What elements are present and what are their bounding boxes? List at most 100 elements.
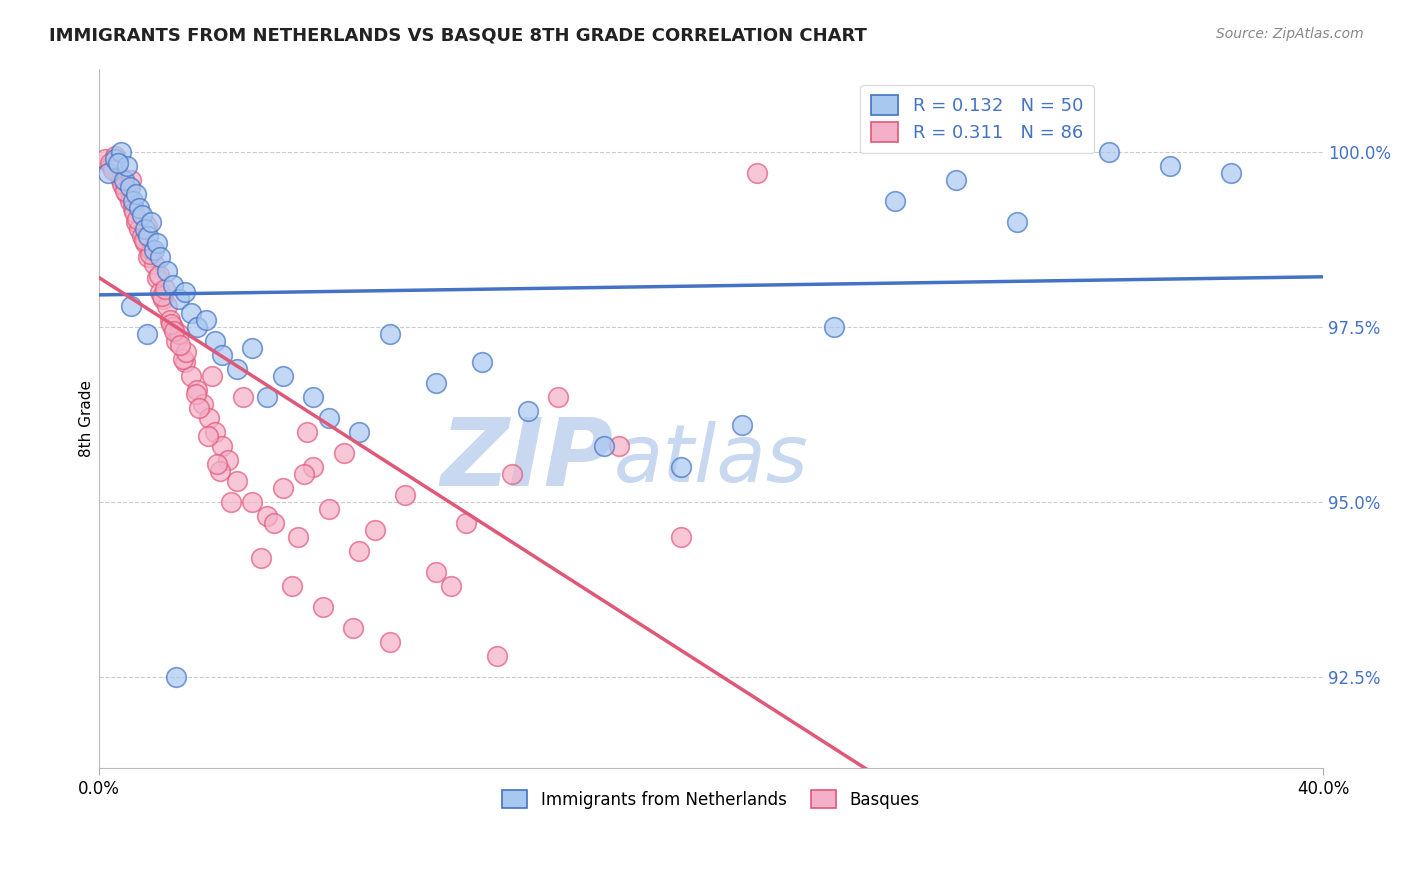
Point bbox=[172, 351, 194, 366]
Point bbox=[287, 530, 309, 544]
Point bbox=[211, 348, 233, 362]
Point bbox=[425, 376, 447, 391]
Point bbox=[173, 285, 195, 300]
Point bbox=[100, 160, 122, 174]
Point bbox=[107, 156, 129, 170]
Point bbox=[256, 390, 278, 404]
Point bbox=[149, 285, 172, 300]
Point bbox=[186, 320, 208, 334]
Point bbox=[263, 516, 285, 530]
Point bbox=[1005, 215, 1028, 229]
Point bbox=[141, 215, 163, 229]
Point bbox=[149, 251, 172, 265]
Point bbox=[115, 187, 138, 202]
Point bbox=[103, 149, 125, 163]
Point bbox=[118, 194, 141, 209]
Point bbox=[225, 362, 247, 376]
Point bbox=[593, 439, 616, 453]
Text: Source: ZipAtlas.com: Source: ZipAtlas.com bbox=[1216, 27, 1364, 41]
Point bbox=[311, 600, 333, 615]
Point bbox=[731, 418, 754, 433]
Point bbox=[205, 457, 228, 471]
Point bbox=[250, 551, 273, 566]
Point bbox=[136, 229, 159, 244]
Point bbox=[292, 467, 315, 482]
Y-axis label: 8th Grade: 8th Grade bbox=[79, 380, 94, 457]
Text: IMMIGRANTS FROM NETHERLANDS VS BASQUE 8TH GRADE CORRELATION CHART: IMMIGRANTS FROM NETHERLANDS VS BASQUE 8T… bbox=[49, 27, 868, 45]
Point bbox=[318, 411, 340, 425]
Point bbox=[1159, 160, 1181, 174]
Point bbox=[121, 194, 143, 209]
Point bbox=[131, 208, 153, 222]
Point bbox=[165, 670, 187, 684]
Point bbox=[240, 495, 263, 509]
Point bbox=[342, 621, 364, 635]
Point bbox=[163, 324, 186, 338]
Point bbox=[167, 293, 190, 307]
Point bbox=[131, 229, 153, 244]
Point bbox=[143, 257, 166, 271]
Point bbox=[349, 544, 371, 558]
Point bbox=[219, 495, 242, 509]
Point bbox=[232, 390, 254, 404]
Point bbox=[128, 222, 150, 236]
Point bbox=[440, 579, 463, 593]
Point bbox=[1098, 145, 1121, 160]
Point bbox=[125, 215, 148, 229]
Point bbox=[471, 355, 494, 369]
Point bbox=[128, 202, 150, 216]
Point bbox=[609, 439, 631, 453]
Point bbox=[271, 481, 294, 495]
Point bbox=[302, 390, 325, 404]
Point bbox=[394, 488, 416, 502]
Point bbox=[256, 509, 278, 524]
Point bbox=[271, 369, 294, 384]
Point bbox=[135, 219, 157, 233]
Point bbox=[378, 327, 401, 342]
Point bbox=[281, 579, 304, 593]
Point bbox=[146, 236, 169, 251]
Point bbox=[184, 386, 207, 401]
Point bbox=[107, 166, 129, 180]
Point bbox=[135, 327, 157, 342]
Point bbox=[98, 156, 121, 170]
Point bbox=[945, 173, 967, 187]
Point bbox=[112, 173, 135, 187]
Point bbox=[125, 187, 148, 202]
Point bbox=[155, 299, 177, 313]
Point bbox=[302, 460, 325, 475]
Point bbox=[111, 177, 134, 191]
Point bbox=[118, 180, 141, 194]
Point bbox=[378, 635, 401, 649]
Point bbox=[195, 313, 218, 327]
Point bbox=[186, 384, 208, 398]
Point bbox=[110, 173, 132, 187]
Point bbox=[197, 428, 219, 442]
Point bbox=[134, 222, 156, 236]
Point bbox=[165, 334, 187, 349]
Point bbox=[333, 446, 356, 460]
Point bbox=[745, 166, 768, 180]
Point bbox=[110, 145, 132, 160]
Point bbox=[547, 390, 569, 404]
Point bbox=[160, 317, 183, 331]
Point bbox=[162, 320, 184, 334]
Text: ZIP: ZIP bbox=[440, 414, 613, 506]
Point bbox=[193, 397, 215, 411]
Point bbox=[127, 211, 149, 226]
Point bbox=[112, 180, 135, 194]
Point bbox=[201, 369, 224, 384]
Point bbox=[143, 244, 166, 258]
Point bbox=[167, 327, 190, 342]
Point bbox=[150, 289, 173, 303]
Text: atlas: atlas bbox=[613, 421, 808, 500]
Point bbox=[173, 355, 195, 369]
Point bbox=[485, 648, 508, 663]
Point bbox=[1220, 166, 1243, 180]
Point bbox=[115, 160, 138, 174]
Point bbox=[363, 523, 385, 537]
Point bbox=[148, 268, 170, 282]
Point bbox=[180, 306, 202, 320]
Point bbox=[162, 278, 184, 293]
Point bbox=[501, 467, 523, 482]
